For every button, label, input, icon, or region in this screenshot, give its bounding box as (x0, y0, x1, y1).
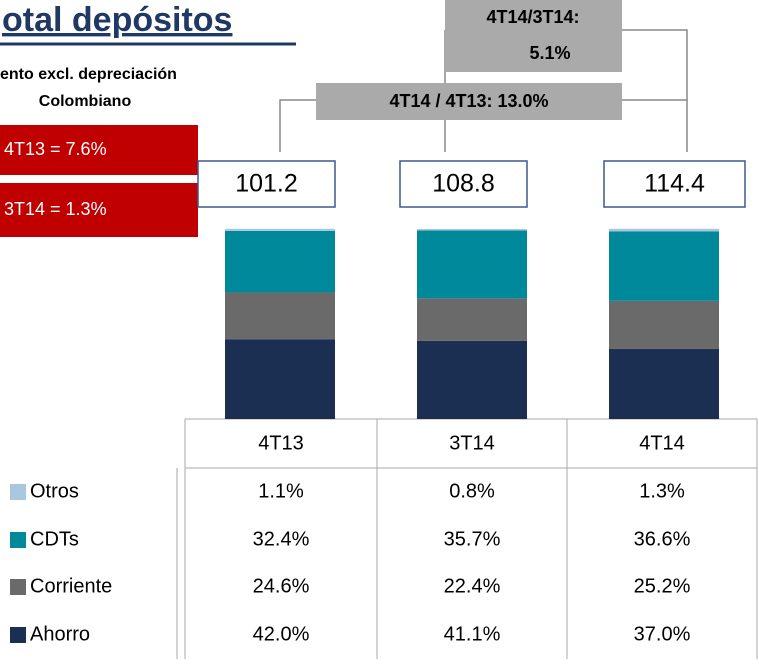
table-value: 24.6% (253, 575, 310, 597)
bar-segment (609, 348, 719, 419)
table-value: 41.1% (444, 623, 501, 645)
total-box (399, 160, 528, 208)
legend-label: CDTs (30, 528, 79, 550)
x-tick-label: 3T14 (449, 432, 495, 454)
bar-segment (609, 231, 719, 301)
bar-segment (225, 292, 335, 340)
x-tick-label: 4T13 (258, 432, 304, 454)
bar-segment (225, 230, 335, 293)
bar-segment (609, 300, 719, 349)
chart-title: otal depósitos (2, 1, 232, 39)
legend-label: Corriente (30, 575, 112, 597)
table-value: 37.0% (634, 623, 691, 645)
bar-segment (417, 298, 527, 341)
table-value: 22.4% (444, 575, 501, 597)
bar-segment (417, 229, 527, 231)
legend-swatch (10, 579, 26, 595)
bar-segment (417, 230, 527, 299)
callout: 4T13 = 7.6% (4, 139, 107, 159)
total-label: 101.2 (235, 170, 298, 198)
legend-swatch (10, 532, 26, 548)
table-value: 32.4% (253, 528, 310, 550)
total-box (603, 160, 746, 208)
legend-swatch (10, 627, 26, 643)
callout-box (0, 183, 198, 237)
bar-segment (225, 339, 335, 419)
x-tick-label: 4T14 (639, 432, 685, 454)
subtitle: Colombiano (39, 93, 132, 110)
table-value: 0.8% (449, 480, 495, 502)
callout-box (0, 125, 198, 175)
table-value: 42.0% (253, 623, 310, 645)
legend-label: Otros (30, 480, 79, 502)
annotation: 5.1% (529, 43, 570, 63)
annotation-box (316, 83, 622, 120)
total-label: 114.4 (644, 170, 705, 198)
table-value: 35.7% (444, 528, 501, 550)
bar-segment (225, 228, 335, 231)
legend-swatch (10, 484, 26, 500)
table-value: 1.3% (639, 480, 685, 502)
total-box (197, 160, 336, 208)
annotation: 4T14/3T14: (486, 7, 579, 27)
callout: 3T14 = 1.3% (4, 199, 107, 219)
legend-label: Ahorro (30, 623, 90, 645)
bar-segment (609, 228, 719, 232)
annotation: 4T14 / 4T13: 13.0% (389, 91, 548, 111)
table-value: 25.2% (634, 575, 691, 597)
table-value: 1.1% (258, 480, 304, 502)
total-label: 108.8 (432, 170, 495, 198)
annotation-box (445, 0, 622, 72)
subtitle: ento excl. depreciación (0, 66, 177, 83)
bar-segment (417, 340, 527, 419)
table-value: 36.6% (634, 528, 691, 550)
